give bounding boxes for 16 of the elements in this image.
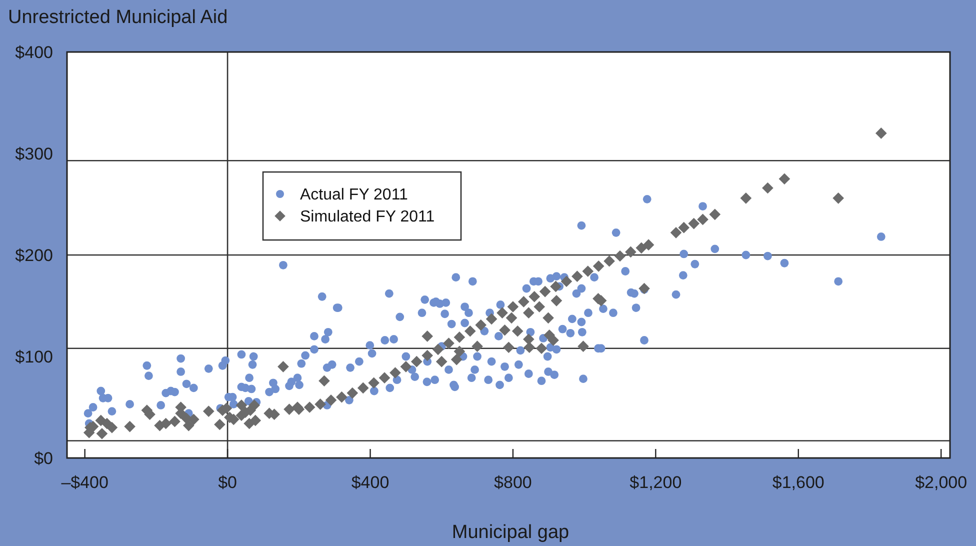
y-tick-label: $300 xyxy=(15,144,53,164)
x-tick-label: $400 xyxy=(351,473,390,492)
chart-title: Unrestricted Municipal Aid xyxy=(8,7,228,28)
x-tick-label: $800 xyxy=(494,473,532,492)
x-tick-label: $1,200 xyxy=(630,473,682,492)
x-tick-label: –$400 xyxy=(61,473,108,492)
y-tick-label: $0 xyxy=(34,448,53,468)
x-tick-label: $0 xyxy=(218,473,238,492)
y-tick-label: $400 xyxy=(15,42,53,62)
x-axis-title: Municipal gap xyxy=(452,522,570,543)
y-tick-label: $200 xyxy=(15,246,53,265)
legend-label: Simulated FY 2011 xyxy=(300,208,435,226)
x-tick-label: $2,000 xyxy=(915,473,968,492)
x-tick-label: $1,600 xyxy=(772,473,824,492)
y-tick-label: $100 xyxy=(15,347,53,366)
legend-label: Actual FY 2011 xyxy=(300,186,408,204)
